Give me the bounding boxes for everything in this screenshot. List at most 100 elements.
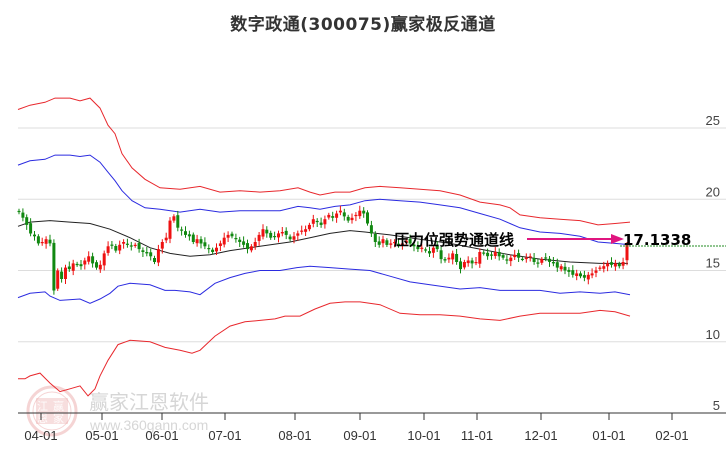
- candle: [420, 247, 424, 249]
- candle: [451, 253, 455, 260]
- candle: [304, 229, 308, 232]
- candle: [416, 246, 420, 250]
- candle: [381, 239, 385, 244]
- candle: [83, 260, 87, 265]
- arrow-icon: [611, 234, 624, 244]
- candle: [571, 270, 575, 275]
- candle: [307, 224, 311, 230]
- candle: [470, 260, 474, 264]
- candle: [207, 248, 211, 250]
- candle: [555, 262, 559, 268]
- candle: [288, 236, 292, 240]
- x-tick-label: 02-01: [655, 428, 688, 443]
- candle: [528, 256, 532, 258]
- candle: [424, 249, 428, 251]
- candle: [493, 252, 497, 256]
- inner-upper-line: [17, 154, 631, 246]
- candle: [125, 243, 129, 245]
- candle: [242, 241, 246, 245]
- svg-text:家: 家: [53, 411, 64, 425]
- candle: [579, 273, 582, 277]
- candle: [594, 270, 598, 273]
- candle: [625, 244, 629, 261]
- candlesticks: [17, 205, 629, 295]
- candle: [44, 239, 48, 244]
- candle: [184, 231, 187, 235]
- candle: [346, 216, 350, 221]
- x-tick-label: 05-01: [85, 428, 118, 443]
- candle: [114, 246, 118, 251]
- candle: [606, 263, 610, 267]
- candle: [311, 219, 315, 224]
- candle: [106, 246, 110, 253]
- candle: [176, 215, 180, 228]
- candle: [327, 214, 331, 218]
- candle: [141, 250, 145, 252]
- candle: [36, 236, 40, 244]
- candle: [172, 216, 176, 221]
- candle: [517, 253, 521, 258]
- candle: [156, 249, 160, 263]
- candle: [509, 257, 513, 262]
- candle: [567, 269, 571, 272]
- candle: [284, 230, 288, 235]
- candle: [91, 256, 95, 264]
- candle: [474, 262, 478, 264]
- candle: [199, 239, 203, 244]
- candle: [261, 229, 265, 237]
- price-label: 17.1338: [623, 231, 691, 249]
- candle: [300, 230, 304, 232]
- candle: [21, 212, 25, 218]
- candle: [67, 266, 71, 270]
- candle: [98, 264, 102, 270]
- candle: [145, 252, 149, 254]
- candle: [447, 257, 451, 260]
- candle: [443, 259, 447, 261]
- candle: [331, 216, 335, 218]
- watermark-brand: 赢家江恩软件: [89, 390, 209, 414]
- candle: [323, 219, 327, 225]
- channel-lines: [17, 97, 631, 397]
- candle: [215, 247, 218, 252]
- candle: [366, 212, 369, 224]
- candle: [296, 233, 300, 236]
- candle: [393, 242, 397, 244]
- svg-text:恩: 恩: [37, 412, 48, 425]
- candle: [389, 243, 393, 245]
- candle: [249, 246, 253, 251]
- outer-upper-line: [17, 97, 631, 226]
- candle: [486, 252, 490, 257]
- candle: [137, 243, 141, 250]
- candle: [575, 273, 579, 276]
- candle: [71, 263, 75, 271]
- candle: [246, 243, 249, 250]
- candle: [95, 262, 98, 268]
- candle: [226, 234, 230, 238]
- candle: [52, 242, 56, 291]
- x-tick-label: 06-01: [145, 428, 178, 443]
- candle: [613, 263, 617, 267]
- candle: [265, 229, 269, 234]
- candle: [582, 275, 586, 278]
- candle: [218, 243, 222, 246]
- candle: [455, 254, 459, 262]
- candle: [462, 262, 466, 268]
- mid-line-line: [17, 220, 628, 264]
- candle: [377, 241, 381, 245]
- candle: [559, 266, 563, 270]
- candle: [87, 256, 91, 262]
- candle: [540, 259, 544, 263]
- candle: [478, 252, 482, 264]
- candle: [505, 259, 509, 261]
- candle: [129, 245, 133, 247]
- candle: [482, 252, 486, 254]
- y-axis: 5 10 15 20 25: [706, 113, 720, 413]
- candle: [29, 223, 33, 234]
- candle: [191, 234, 195, 242]
- candle: [153, 258, 156, 262]
- candle: [428, 251, 431, 254]
- candle: [64, 267, 67, 279]
- candle: [269, 232, 273, 238]
- candle: [501, 255, 505, 258]
- x-tick-label: 07-01: [208, 428, 241, 443]
